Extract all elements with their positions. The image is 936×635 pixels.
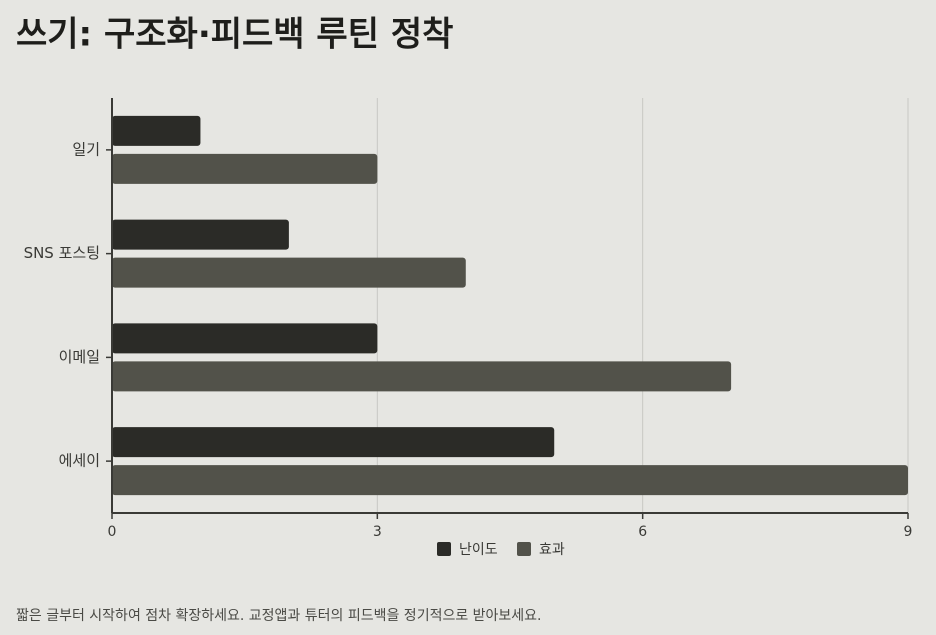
x-tick-label: 9 [904,524,913,540]
note: 짧은 글부터 시작하여 점차 확장하세요. 교정앱과 튜터의 피드백을 정기적으… [16,608,542,624]
bar [112,323,378,354]
bar [112,257,466,288]
x-tick-label: 3 [373,524,382,540]
bar [112,361,732,392]
y-tick-label: SNS 포스팅 [24,244,100,262]
bar [112,115,201,146]
bar [112,427,555,458]
y-tick-label: 이메일 [59,348,100,366]
x-tick-label: 6 [638,524,647,540]
bar [112,153,378,184]
legend-swatch [517,542,531,556]
legend-label: 효과 [539,542,565,558]
y-tick-label: 에세이 [59,452,100,470]
chart-title: 쓰기: 구조화·피드백 루틴 정착 [16,15,453,55]
x-tick-label: 0 [108,524,117,540]
legend-swatch [437,542,451,556]
y-tick-label: 일기 [72,140,100,158]
bar [112,219,289,250]
bar [112,465,908,496]
legend-label: 난이도 [459,542,498,558]
